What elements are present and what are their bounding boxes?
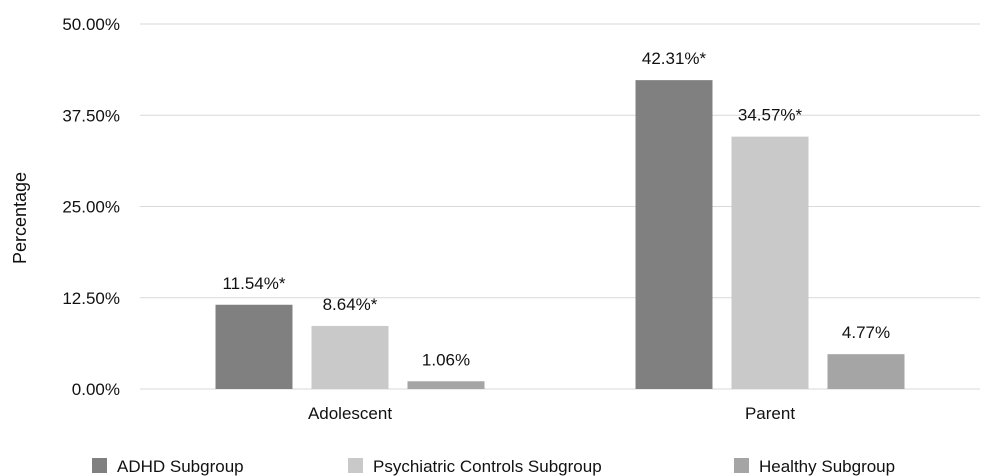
- data-label: 11.54%*: [222, 274, 285, 293]
- bar: [635, 80, 713, 390]
- y-tick-label: 25.00%: [62, 198, 120, 217]
- legend-label: Psychiatric Controls Subgroup: [373, 457, 602, 476]
- x-category-label: Parent: [745, 404, 795, 423]
- legend-item: Healthy Subgroup: [734, 457, 895, 476]
- y-tick-label: 37.50%: [62, 106, 120, 125]
- legend-swatch: [348, 458, 363, 473]
- legend-swatch: [734, 458, 749, 473]
- legend-swatch: [92, 458, 107, 473]
- data-label: 1.06%: [422, 350, 470, 369]
- y-tick-label: 12.50%: [62, 289, 120, 308]
- data-labels: 11.54%* 8.64%* 1.06% 42.31%* 34.57%* 4.77%: [222, 49, 890, 369]
- bar: [731, 136, 809, 389]
- data-label: 42.31%*: [642, 49, 707, 68]
- legend-item: Psychiatric Controls Subgroup: [348, 457, 602, 476]
- y-tick-label: 0.00%: [72, 380, 120, 399]
- y-axis-ticks: 0.00% 12.50% 25.00% 37.50% 50.00%: [62, 15, 120, 399]
- y-axis-title: Percentage: [10, 172, 30, 264]
- bar: [827, 354, 905, 389]
- legend-label: ADHD Subgroup: [117, 457, 244, 476]
- x-axis-categories: Adolescent Parent: [308, 404, 795, 423]
- bar: [215, 304, 293, 389]
- x-category-label: Adolescent: [308, 404, 392, 423]
- y-tick-label: 50.00%: [62, 15, 120, 34]
- legend-label: Healthy Subgroup: [759, 457, 895, 476]
- bars: [215, 80, 905, 390]
- legend-item: ADHD Subgroup: [92, 457, 244, 476]
- data-label: 34.57%*: [738, 106, 803, 125]
- bar: [407, 381, 485, 389]
- data-label: 8.64%*: [323, 295, 378, 314]
- bar: [311, 325, 389, 389]
- data-label: 4.77%: [842, 323, 890, 342]
- legend: ADHD Subgroup Psychiatric Controls Subgro…: [92, 457, 895, 476]
